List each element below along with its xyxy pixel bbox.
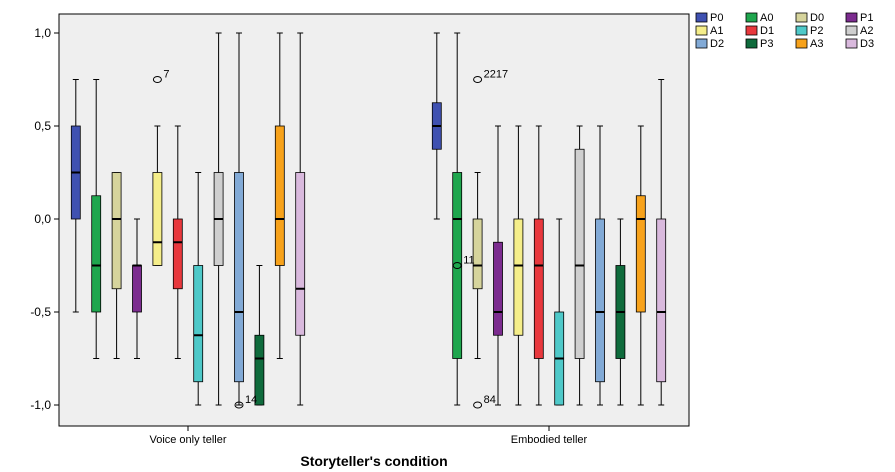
legend-label: D3: [860, 38, 874, 50]
outlier-label: 11: [463, 255, 474, 267]
box-d2: [595, 125, 605, 406]
outlier-point: [452, 262, 462, 269]
legend-item-p0: P0: [695, 12, 723, 24]
legend-item-d0: D0: [795, 12, 824, 24]
box-p0: [431, 32, 442, 220]
box-iqr: [111, 172, 122, 290]
y-tick-label: -0,5: [30, 305, 51, 319]
box-iqr: [452, 172, 463, 359]
box-d0: [111, 172, 122, 359]
box-iqr: [493, 241, 503, 336]
box-p2: [193, 172, 204, 406]
y-tick-label: 1,0: [34, 26, 51, 40]
box-iqr: [574, 148, 585, 359]
legend-item-p3: P3: [745, 38, 773, 50]
outlier-point: [473, 76, 483, 83]
box-iqr: [472, 218, 483, 290]
legend-item-a3: A3: [795, 38, 823, 50]
legend-item-a2: A2: [845, 25, 873, 37]
box-iqr: [91, 195, 102, 313]
legend-label: P1: [860, 12, 873, 24]
legend-item-a1: A1: [695, 25, 723, 37]
box-iqr: [635, 195, 646, 313]
legend-item-p2: P2: [795, 25, 823, 37]
box-p3: [254, 265, 265, 406]
box-p1: [132, 218, 142, 359]
legend-item-d3: D3: [845, 38, 874, 50]
box-a2: [574, 125, 585, 406]
legend-swatch: [745, 25, 758, 36]
box-iqr: [172, 218, 183, 290]
box-a2: [213, 32, 224, 406]
box-p2: [554, 218, 565, 406]
y-tick-label: 0,5: [34, 119, 51, 133]
box-iqr: [152, 172, 163, 266]
box-p1: [493, 125, 503, 406]
box-iqr: [132, 265, 142, 313]
legend-swatch: [695, 25, 708, 36]
legend-item-a0: A0: [745, 12, 773, 24]
legend-swatch: [795, 38, 808, 49]
box-d0: [472, 172, 483, 359]
box-iqr: [193, 265, 204, 383]
legend-label: P0: [710, 12, 723, 24]
box-p0: [70, 79, 81, 313]
legend-label: P2: [810, 25, 823, 37]
box-iqr: [295, 172, 306, 336]
box-d1: [533, 125, 544, 406]
box-d3: [656, 79, 667, 406]
box-a3: [635, 125, 646, 406]
y-tick-label: -1,0: [30, 398, 51, 412]
legend-label: A0: [760, 12, 773, 24]
legend-item-d1: D1: [745, 25, 774, 37]
legend-label: D1: [760, 25, 774, 37]
box-iqr: [234, 172, 244, 383]
legend-swatch: [695, 38, 708, 49]
box-a3: [274, 32, 285, 359]
outlier-label: 14: [245, 394, 257, 406]
outlier-label: 2217: [484, 69, 508, 81]
legend-swatch: [745, 12, 758, 23]
outlier-label: 84: [484, 394, 496, 406]
box-a0: [91, 79, 102, 359]
outlier-point: [234, 401, 244, 409]
legend-item-p1: P1: [845, 12, 873, 24]
legend-label: P3: [760, 38, 773, 50]
y-tick-label: 0,0: [34, 212, 51, 226]
x-category-label: Embodied teller: [511, 434, 588, 446]
box-a1: [152, 125, 163, 266]
legend-label: A2: [860, 25, 873, 37]
box-p3: [615, 218, 626, 406]
box-iqr: [513, 218, 524, 336]
legend-swatch: [845, 25, 858, 36]
box-d1: [172, 125, 183, 359]
outlier-point: [152, 76, 162, 83]
legend-swatch: [745, 38, 758, 49]
legend-label: D2: [710, 38, 724, 50]
box-iqr: [254, 334, 265, 406]
legend-swatch: [795, 25, 808, 36]
box-d3: [295, 32, 306, 406]
box-a1: [513, 125, 524, 406]
legend-label: D0: [810, 12, 824, 24]
legend-swatch: [845, 38, 858, 49]
outlier-point: [473, 401, 483, 409]
x-category-label: Voice only teller: [149, 434, 226, 446]
outlier-label: 7: [163, 69, 169, 81]
box-iqr: [533, 218, 544, 359]
legend-label: A3: [810, 38, 823, 50]
box-d2: [234, 32, 244, 406]
legend-swatch: [795, 12, 808, 23]
legend-item-d2: D2: [695, 38, 724, 50]
box-iqr: [274, 125, 285, 266]
box-iqr: [595, 218, 605, 383]
legend-label: A1: [710, 25, 723, 37]
legend-swatch: [845, 12, 858, 23]
box-iqr: [656, 218, 667, 383]
x-axis-label: Storyteller's condition: [300, 453, 447, 469]
legend-swatch: [695, 12, 708, 23]
